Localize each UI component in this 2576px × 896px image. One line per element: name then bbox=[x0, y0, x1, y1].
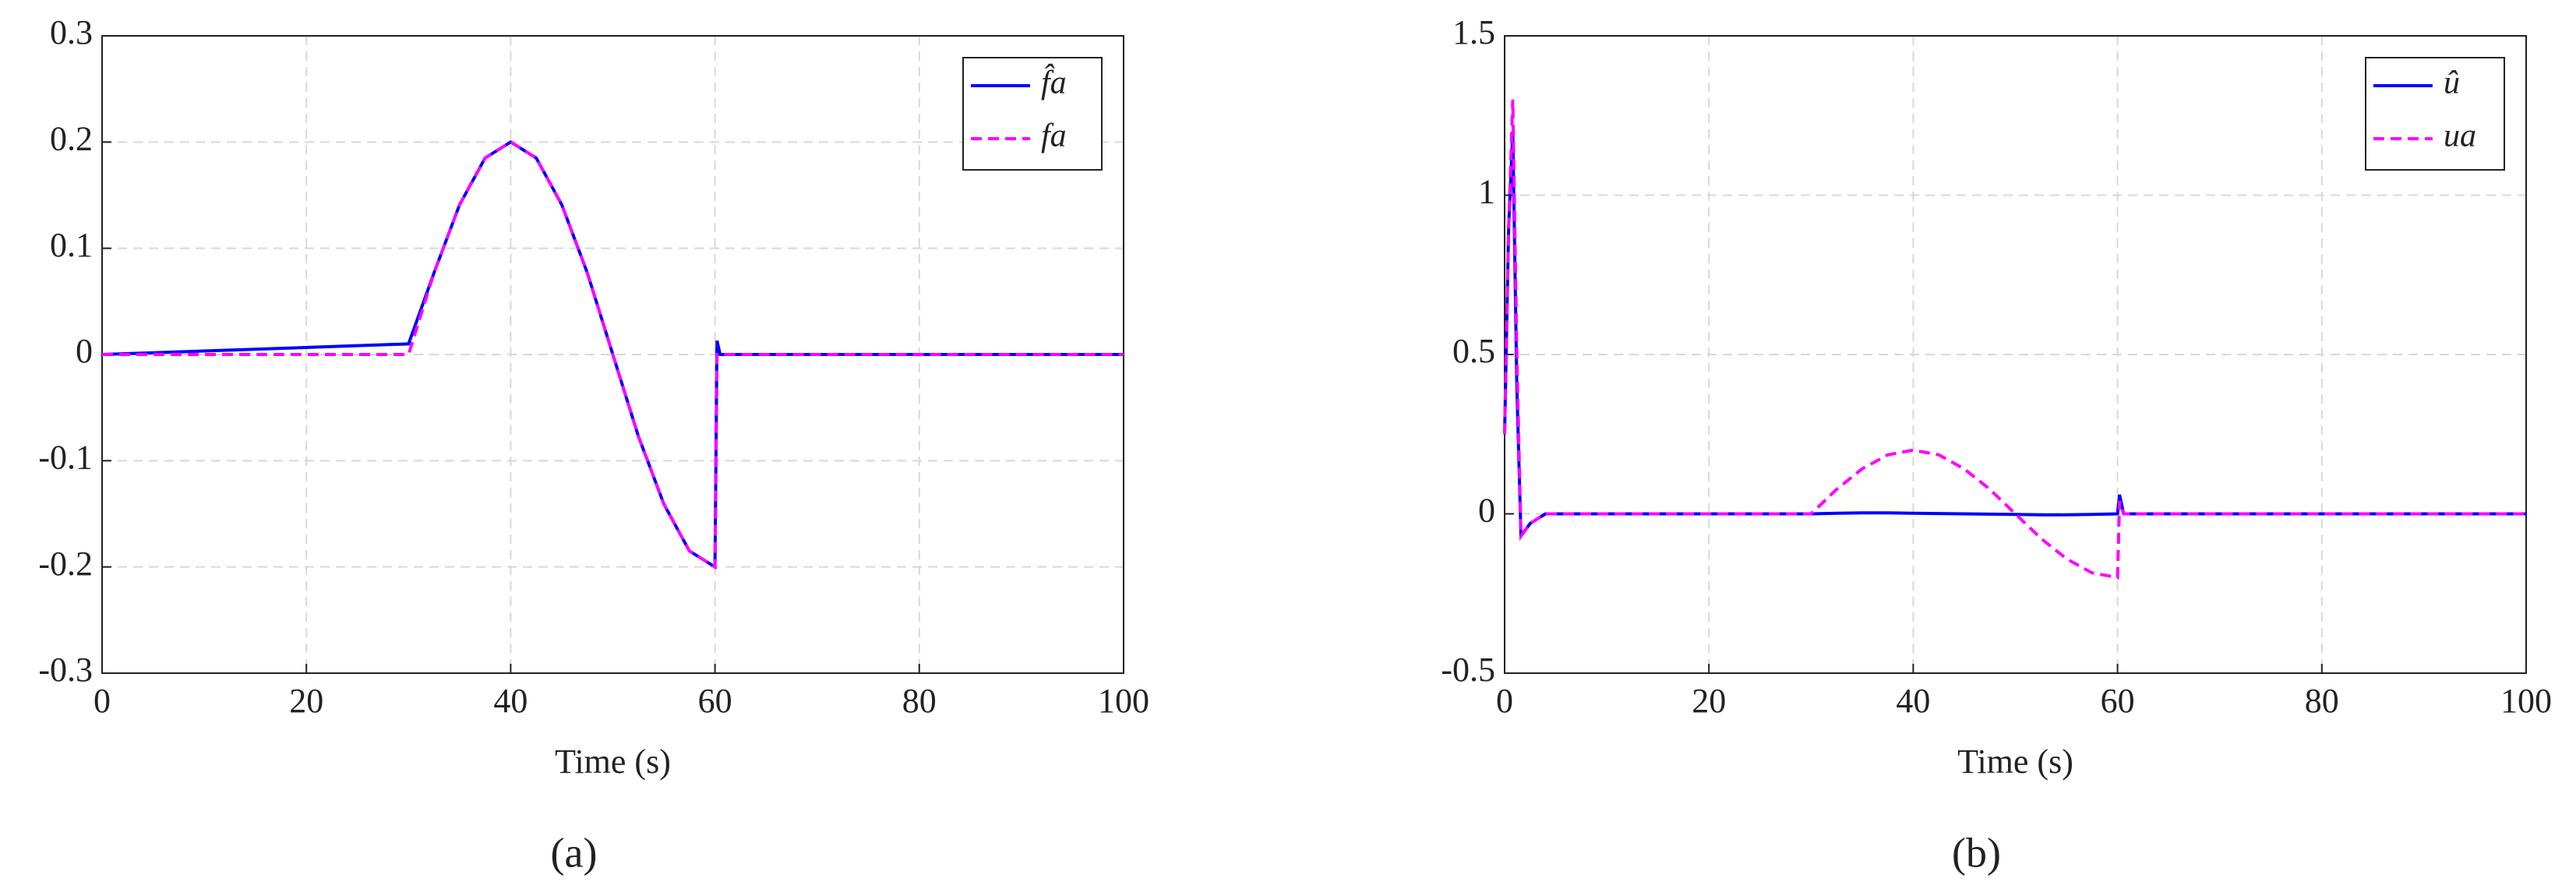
y-tick-label: 1 bbox=[1478, 173, 1495, 211]
x-tick-label: 20 bbox=[1692, 682, 1726, 720]
data-line bbox=[1503, 99, 2526, 580]
y-tick-label: -0.5 bbox=[1441, 651, 1495, 689]
legend-label: ua bbox=[2444, 118, 2476, 154]
y-tick-label: 0.5 bbox=[1452, 332, 1495, 370]
x-tick-label: 60 bbox=[2101, 682, 2135, 720]
x-tick-label: 60 bbox=[698, 682, 732, 720]
panel-caption: (a) bbox=[551, 829, 598, 876]
legend-box bbox=[2365, 57, 2505, 171]
x-axis-label: Time (s) bbox=[1957, 743, 2073, 781]
y-tick-label: -0.3 bbox=[38, 651, 93, 689]
y-tick-label: 1.5 bbox=[1452, 13, 1495, 51]
x-tick-label: 80 bbox=[2305, 682, 2339, 720]
legend-label: û bbox=[2444, 65, 2460, 101]
x-tick-label: 100 bbox=[1098, 682, 1149, 720]
y-tick-label: -0.1 bbox=[38, 438, 93, 476]
y-tick-label: 0 bbox=[1478, 492, 1495, 530]
x-tick-label: 40 bbox=[1896, 682, 1930, 720]
x-tick-label: 20 bbox=[289, 682, 323, 720]
legend-label: fa bbox=[1041, 118, 1067, 154]
data-line bbox=[1503, 131, 2526, 541]
data-line bbox=[102, 139, 1124, 570]
plot-frame bbox=[1504, 35, 2527, 674]
y-tick-label: 0.2 bbox=[50, 119, 93, 157]
x-axis-label: Time (s) bbox=[555, 743, 671, 781]
x-tick-label: 80 bbox=[902, 682, 937, 720]
y-tick-label: 0.1 bbox=[50, 226, 93, 264]
x-tick-label: 0 bbox=[94, 682, 111, 720]
y-tick-label: 0 bbox=[76, 332, 93, 370]
x-tick-label: 0 bbox=[1496, 682, 1513, 720]
y-tick-label: 0.3 bbox=[50, 13, 93, 51]
x-tick-label: 100 bbox=[2500, 682, 2552, 720]
panel-caption: (b) bbox=[1952, 829, 2001, 876]
legend-label: f̂a bbox=[1041, 63, 1067, 101]
legend-box bbox=[962, 57, 1103, 171]
y-tick-label: -0.2 bbox=[38, 545, 93, 583]
x-tick-label: 40 bbox=[493, 682, 528, 720]
